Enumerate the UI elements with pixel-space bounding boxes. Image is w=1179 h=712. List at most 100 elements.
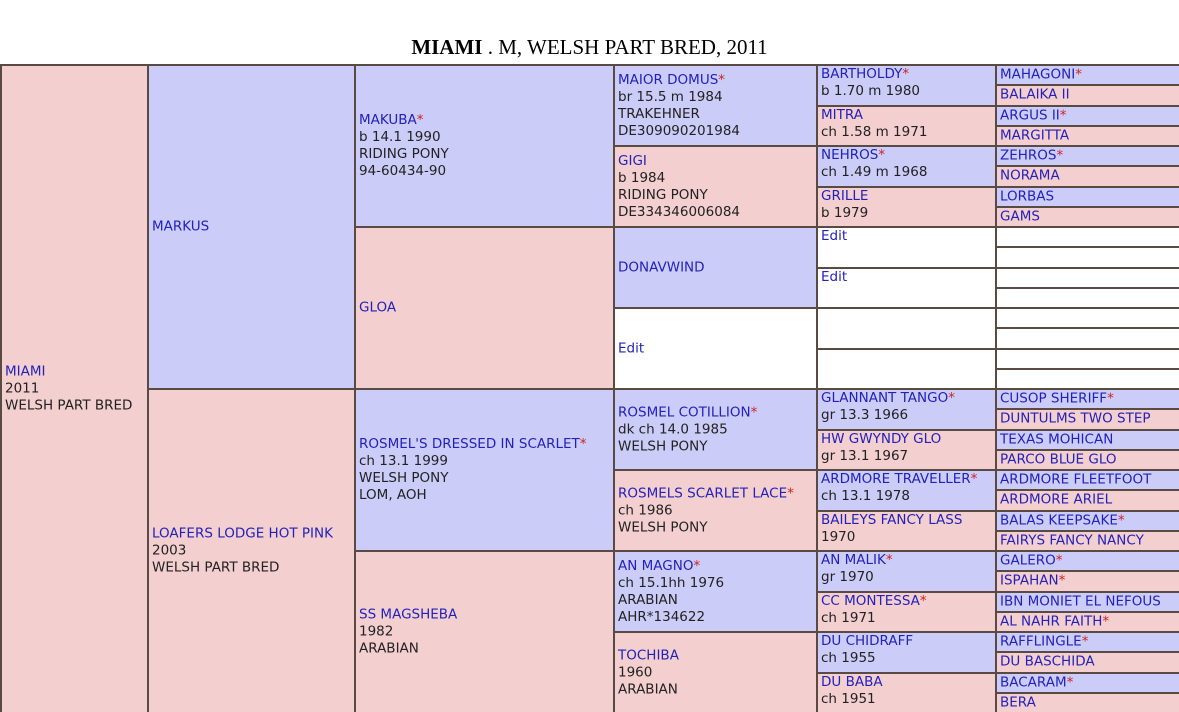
horse-name-link[interactable]: DUNTULMS TWO STEP bbox=[1000, 410, 1151, 427]
pedigree-cell-content: SS MAGSHEBA 1982 ARABIAN bbox=[359, 607, 613, 658]
horse-name-link[interactable]: CUSOP SHERIFF bbox=[1000, 390, 1108, 407]
horse-name-link[interactable]: LOAFERS LODGE HOT PINK bbox=[152, 525, 333, 542]
horse-name-link[interactable]: MITRA bbox=[821, 106, 863, 123]
horse-name-link[interactable]: IBN MONIET EL NEFOUS bbox=[1000, 593, 1161, 610]
horse-name-link[interactable]: MARKUS bbox=[152, 218, 210, 235]
pedigree-cell-content: BALAS KEEPSAKE* bbox=[1000, 512, 1179, 529]
horse-name-link[interactable]: AN MAGNO bbox=[618, 557, 694, 574]
horse-name-link[interactable]: MAIOR DOMUS bbox=[618, 71, 719, 88]
pedigree-cell-content: MIAMI 2011 WELSH PART BRED bbox=[5, 364, 147, 415]
horse-name-link[interactable]: AL NAHR FAITH bbox=[1000, 613, 1103, 630]
pedigree-cell-content: NEHROS* ch 1.49 m 1968 bbox=[821, 147, 995, 181]
horse-name-link[interactable]: ARDMORE TRAVELLER bbox=[821, 471, 971, 487]
horse-name-link[interactable]: GLANNANT TANGO bbox=[821, 390, 949, 406]
horse-name-link[interactable]: HW GWYNDY GLO bbox=[821, 430, 942, 447]
horse-info: ch 13.1 1978 bbox=[821, 488, 910, 504]
horse-name-link[interactable]: ARDMORE ARIEL bbox=[1000, 491, 1113, 508]
horse-name-link[interactable]: MARGITTA bbox=[1000, 127, 1070, 144]
horse-info: ARABIAN bbox=[618, 591, 678, 608]
pedigree-cell-cc-montessa: CC MONTESSA* ch 1971 bbox=[818, 592, 995, 631]
horse-name-link[interactable]: TEXAS MOHICAN bbox=[1000, 431, 1114, 448]
edit-link[interactable]: Edit bbox=[821, 268, 848, 285]
pedigree-cell-ardmore-traveller: ARDMORE TRAVELLER* ch 13.1 1978 bbox=[818, 471, 995, 510]
horse-name-link[interactable]: SS MAGSHEBA bbox=[359, 606, 458, 623]
horse-name-link[interactable]: NORAMA bbox=[1000, 167, 1060, 184]
pedigree-cell-zehros: ZEHROS* bbox=[997, 147, 1179, 166]
horse-info: gr 1970 bbox=[821, 569, 874, 585]
horse-name-link[interactable]: ARGUS II bbox=[1000, 107, 1060, 124]
star-icon: * bbox=[718, 71, 726, 88]
title-details: . M, WELSH PART BRED, 2011 bbox=[482, 35, 768, 59]
horse-name-link[interactable]: BACARAM bbox=[1000, 674, 1067, 691]
horse-name-link[interactable]: GLOA bbox=[359, 299, 397, 316]
horse-name-link[interactable]: RAFFLINGLE bbox=[1000, 633, 1082, 650]
horse-name-link[interactable]: FAIRYS FANCY NANCY bbox=[1000, 532, 1144, 549]
horse-info: LOM, AOH bbox=[359, 487, 427, 503]
pedigree-cell-content: GIGI b 1984 RIDING PONY DE334346006084 bbox=[618, 153, 816, 221]
horse-name-link[interactable]: BAILEYS FANCY LASS bbox=[821, 511, 963, 528]
pedigree-cell-hw-gwyndy-glo: HW GWYNDY GLO gr 13.1 1967 bbox=[818, 430, 995, 469]
horse-name-link[interactable]: ISPAHAN bbox=[1000, 572, 1059, 589]
horse-name-link[interactable]: TOCHIBA bbox=[618, 647, 679, 663]
pedigree-cell-du-baschida: DU BASCHIDA bbox=[997, 653, 1179, 672]
horse-name-link[interactable]: GIGI bbox=[618, 152, 647, 169]
pedigree-cell-nehros: NEHROS* ch 1.49 m 1968 bbox=[818, 147, 995, 186]
horse-name-link[interactable]: PARCO BLUE GLO bbox=[1000, 451, 1117, 468]
horse-name-link[interactable]: BERA bbox=[1000, 694, 1036, 711]
horse-name-link[interactable]: ROSMELS SCARLET LACE bbox=[618, 485, 788, 501]
pedigree-cell-content: ARDMORE TRAVELLER* ch 13.1 1978 bbox=[821, 471, 995, 505]
pedigree-cell-gen6-empty-2 bbox=[997, 248, 1179, 267]
edit-link[interactable]: Edit bbox=[821, 228, 848, 244]
horse-name-link[interactable]: MAHAGONI bbox=[1000, 66, 1076, 83]
pedigree-cell-content: AL NAHR FAITH* bbox=[1000, 613, 1179, 630]
edit-link[interactable]: Edit bbox=[618, 340, 645, 356]
pedigree-cell-margitta: MARGITTA bbox=[997, 126, 1179, 145]
pedigree-cell-gen6-empty-5 bbox=[997, 309, 1179, 328]
horse-info: ch 1986 bbox=[618, 502, 673, 518]
horse-info: 2011 bbox=[5, 380, 40, 397]
horse-name-link[interactable]: BALAS KEEPSAKE bbox=[1000, 512, 1118, 529]
pedigree-cell-content: GALERO* bbox=[1000, 553, 1179, 570]
pedigree-cell-mahagoni: MAHAGONI* bbox=[997, 66, 1179, 85]
pedigree-cell-texas-mohican: TEXAS MOHICAN bbox=[997, 430, 1179, 449]
horse-info: DE309090201984 bbox=[618, 122, 740, 139]
horse-name-link[interactable]: ROSMEL'S DRESSED IN SCARLET bbox=[359, 436, 580, 452]
horse-name-link[interactable]: AN MALIK bbox=[821, 552, 886, 568]
pedigree-cell-gen6-empty-8 bbox=[997, 369, 1179, 388]
horse-info: ch 1.58 m 1971 bbox=[821, 123, 928, 140]
pedigree-cell-du-baba: DU BABA ch 1951 bbox=[818, 673, 995, 712]
star-icon: * bbox=[1066, 674, 1074, 691]
horse-name-link[interactable]: BARTHOLDY bbox=[821, 66, 903, 82]
horse-info: ch 1971 bbox=[821, 609, 876, 626]
horse-name-link[interactable]: GRILLE bbox=[821, 187, 869, 204]
pedigree-cell-content: MARGITTA bbox=[1000, 127, 1179, 144]
horse-name-link[interactable]: GALERO bbox=[1000, 552, 1056, 569]
pedigree-cell-content: RAFFLINGLE* bbox=[1000, 634, 1179, 651]
horse-info: b 1.70 m 1980 bbox=[821, 83, 921, 99]
horse-name-link[interactable]: ARDMORE FLEETFOOT bbox=[1000, 471, 1152, 488]
horse-name-link[interactable]: DONAVWIND bbox=[618, 259, 705, 275]
star-icon: * bbox=[1107, 390, 1114, 407]
horse-info: gr 13.1 1967 bbox=[821, 447, 909, 464]
pedigree-cell-content: DU CHIDRAFF ch 1955 bbox=[821, 633, 995, 667]
horse-name-link[interactable]: BALAIKA II bbox=[1000, 86, 1070, 103]
horse-info: dk ch 14.0 1985 bbox=[618, 421, 728, 437]
horse-name-link[interactable]: ROSMEL COTILLION bbox=[618, 404, 751, 420]
pedigree-cell-donavwind: DONAVWIND bbox=[615, 228, 816, 307]
pedigree-cell-content: MAKUBA* b 14.1 1990 RIDING PONY 94-60434-90 bbox=[359, 112, 613, 180]
horse-name-link[interactable]: DU BASCHIDA bbox=[1000, 653, 1095, 670]
horse-name-link[interactable]: MAKUBA bbox=[359, 112, 417, 128]
pedigree-cell-content: ARGUS II* bbox=[1000, 107, 1179, 124]
horse-name-link[interactable]: CC MONTESSA bbox=[821, 592, 920, 609]
pedigree-cell-content: ROSMEL COTILLION* dk ch 14.0 1985 WELSH PO… bbox=[618, 404, 816, 455]
horse-name-link[interactable]: DU CHIDRAFF bbox=[821, 633, 914, 649]
horse-name-link[interactable]: DU BABA bbox=[821, 673, 883, 690]
horse-name-link[interactable]: NEHROS bbox=[821, 147, 879, 163]
horse-name-link[interactable]: ZEHROS bbox=[1000, 147, 1057, 164]
pedigree-cell-content: ARDMORE ARIEL bbox=[1000, 492, 1179, 509]
horse-name-link[interactable]: GAMS bbox=[1000, 208, 1040, 225]
horse-info: 94-60434-90 bbox=[359, 163, 447, 179]
horse-name-link[interactable]: LORBAS bbox=[1000, 188, 1055, 205]
horse-name-link[interactable]: MIAMI bbox=[5, 363, 46, 380]
pedigree-cell-makuba: MAKUBA* b 14.1 1990 RIDING PONY 94-60434-90 bbox=[356, 66, 613, 226]
